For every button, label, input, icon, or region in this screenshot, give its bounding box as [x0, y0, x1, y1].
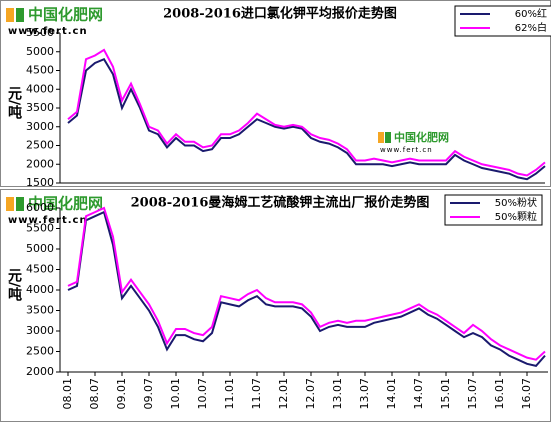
- series-line: [67, 48, 546, 177]
- y-axis-label: 元/吨: [6, 86, 22, 120]
- logo-icon: [385, 132, 391, 143]
- x-tick-label: 12.07: [304, 378, 317, 410]
- x-tick-label: 11.01: [223, 378, 236, 410]
- legend: [454, 5, 551, 37]
- x-tick-label: 08.01: [61, 378, 74, 410]
- logo-icon: [6, 197, 14, 211]
- y-tick-label: 5000: [26, 242, 54, 255]
- x-tick-label: 09.07: [142, 378, 155, 410]
- x-tick-label: 08.07: [88, 378, 101, 410]
- y-tick-label: 1500: [26, 176, 54, 189]
- logo-icon: [16, 197, 24, 211]
- chart-title: 2008-2016曼海姆工艺硫酸钾主流出厂报价走势图: [131, 195, 430, 211]
- x-tick-label: 10.01: [169, 378, 182, 410]
- legend-label: 60%红: [515, 7, 547, 20]
- x-tick-label: 11.07: [250, 378, 263, 410]
- y-tick-label: 5500: [26, 26, 54, 39]
- x-tick-label: 14.07: [412, 378, 425, 410]
- chart-title: 2008-2016进口氯化钾平均报价走势图: [163, 6, 397, 22]
- x-tick-label: 12.01: [277, 378, 290, 410]
- y-tick-label: 5000: [26, 45, 54, 58]
- y-tick-label: 3000: [26, 324, 54, 337]
- y-tick-label: 2500: [26, 139, 54, 152]
- y-tick-label: 6000: [26, 201, 54, 214]
- x-tick-label: 13.01: [331, 378, 344, 410]
- legend-label: 50%颗粒: [495, 210, 537, 223]
- logo: 中国化肥网: [28, 195, 103, 213]
- legend-label: 50%粉状: [495, 196, 537, 209]
- series-line: [67, 57, 546, 181]
- x-tick-label: 16.07: [520, 378, 533, 410]
- x-tick-label: 10.07: [196, 378, 209, 410]
- x-tick-label: 13.07: [358, 378, 371, 410]
- y-tick-label: 2000: [26, 365, 54, 378]
- y-tick-label: 2000: [26, 157, 54, 170]
- logo-icon: [378, 132, 384, 143]
- y-tick-label: 2500: [26, 345, 54, 358]
- logo-icon: [16, 8, 24, 22]
- x-tick-label: 14.01: [385, 378, 398, 410]
- series-line: [67, 206, 546, 361]
- y-tick-label: 4000: [26, 283, 54, 296]
- y-tick-label: 4000: [26, 82, 54, 95]
- logo: 中国化肥网: [28, 6, 103, 24]
- y-tick-label: 4500: [26, 64, 54, 77]
- y-tick-label: 4500: [26, 263, 54, 276]
- y-tick-label: 3500: [26, 101, 54, 114]
- y-axis-label: 元/吨: [6, 268, 22, 302]
- x-tick-label: 15.01: [439, 378, 452, 410]
- x-tick-label: 15.07: [466, 378, 479, 410]
- logo-url: www.fert.cn: [8, 215, 88, 226]
- y-tick-label: 5500: [26, 222, 54, 235]
- logo-url: www.fert.cn: [8, 26, 88, 37]
- watermark-url: www.fert.cn: [380, 146, 433, 154]
- logo-icon: [6, 8, 14, 22]
- series-line: [67, 210, 546, 367]
- x-tick-label: 09.01: [115, 378, 128, 410]
- legend-label: 62%白: [515, 21, 547, 34]
- x-tick-label: 16.01: [493, 378, 506, 410]
- watermark: 中国化肥网: [394, 130, 449, 144]
- legend: [444, 194, 543, 226]
- y-tick-label: 3500: [26, 304, 54, 317]
- y-tick-label: 3000: [26, 120, 54, 133]
